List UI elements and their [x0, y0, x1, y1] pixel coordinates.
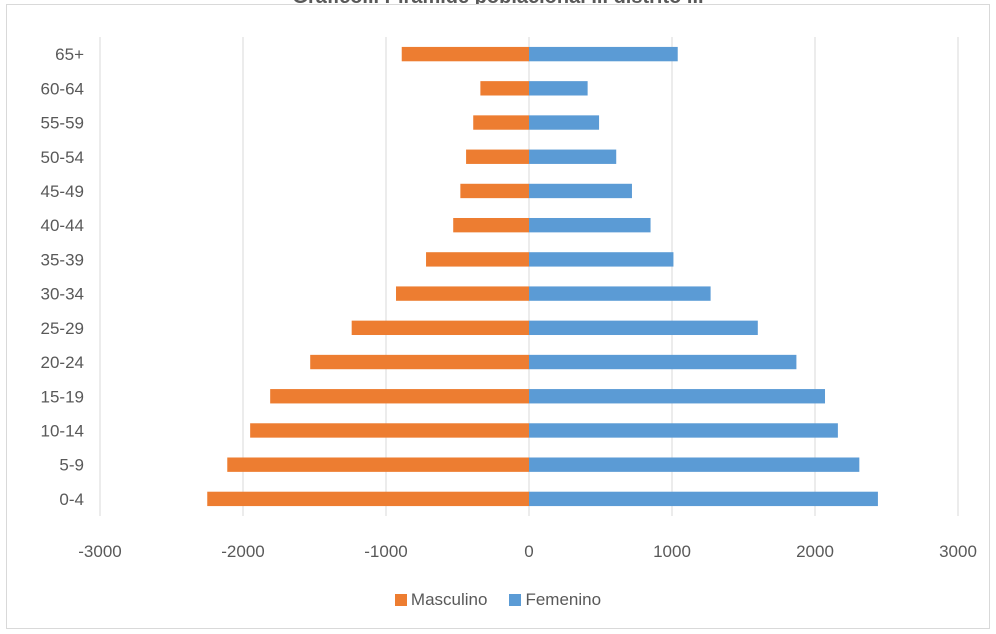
bar-femenino-55-59: [529, 115, 600, 130]
bar-masculino-15-19: [270, 389, 529, 404]
chart-area: [6, 4, 990, 629]
legend-label-masculino: Masculino: [410, 590, 488, 609]
bar-femenino-0-4: [529, 491, 878, 507]
legend-item-femenino: Femenino: [509, 590, 601, 610]
x-tick-label: 2000: [796, 542, 834, 561]
bar-femenino-35-39: [529, 252, 674, 267]
x-axis-labels: -3000 -2000 -1000 0 1000 2000 3000: [78, 542, 977, 561]
y-tick-label: 25-29: [41, 319, 84, 338]
gridlines: [99, 37, 959, 516]
x-tick-label: -3000: [78, 542, 121, 561]
bar-masculino-0-4: [207, 491, 529, 507]
legend-swatch-femenino: [509, 594, 522, 606]
y-tick-label: 10-14: [41, 421, 84, 440]
bar-femenino-15-19: [529, 389, 826, 404]
y-tick-label: 15-19: [41, 387, 84, 406]
bar-masculino-5-9: [227, 457, 529, 472]
y-tick-label: 30-34: [41, 285, 84, 304]
legend-item-masculino: Masculino: [394, 590, 488, 610]
bar-femenino-5-9: [529, 457, 860, 472]
x-tick-label: 1000: [653, 542, 691, 561]
x-tick-label: 0: [524, 542, 533, 561]
y-tick-label: 5-9: [59, 456, 84, 475]
bar-masculino-40-44: [453, 217, 529, 233]
x-tick-label: -1000: [364, 542, 407, 561]
bars: [207, 46, 878, 507]
bar-femenino-45-49: [529, 183, 632, 199]
y-tick-label: 50-54: [41, 148, 84, 167]
bar-masculino-65+: [401, 46, 529, 62]
bar-masculino-45-49: [460, 183, 529, 199]
bar-masculino-50-54: [466, 149, 529, 164]
legend-swatch-masculino: [394, 594, 407, 606]
legend: Masculino Femenino: [0, 590, 996, 610]
bar-femenino-25-29: [529, 320, 758, 336]
bar-masculino-20-24: [310, 354, 529, 370]
bar-masculino-30-34: [396, 286, 529, 301]
y-tick-label: 0-4: [59, 490, 84, 509]
y-tick-label: 65+: [55, 45, 84, 64]
bar-femenino-40-44: [529, 217, 651, 233]
bar-masculino-60-64: [480, 81, 529, 96]
bar-femenino-50-54: [529, 149, 617, 164]
bar-femenino-20-24: [529, 354, 797, 370]
bar-femenino-65+: [529, 46, 678, 62]
bar-masculino-10-14: [250, 423, 529, 438]
y-axis-labels: 0-4 5-9 10-14 15-19 20-24 25-29 30-34 35-39 40-4…: [41, 45, 85, 509]
y-tick-label: 55-59: [41, 114, 84, 133]
y-tick-label: 40-44: [41, 216, 84, 235]
legend-label-femenino: Femenino: [525, 590, 602, 609]
bar-masculino-55-59: [473, 115, 529, 130]
y-tick-label: 60-64: [41, 79, 84, 98]
bar-masculino-35-39: [426, 252, 529, 267]
x-tick-label: 3000: [939, 542, 977, 561]
y-tick-label: 45-49: [41, 182, 84, 201]
y-tick-label: 20-24: [41, 353, 84, 372]
y-tick-label: 35-39: [41, 250, 84, 269]
bar-femenino-60-64: [529, 81, 588, 96]
bar-femenino-10-14: [529, 423, 838, 438]
bar-masculino-25-29: [351, 320, 529, 336]
bar-femenino-30-34: [529, 286, 711, 301]
x-tick-label: -2000: [221, 542, 264, 561]
